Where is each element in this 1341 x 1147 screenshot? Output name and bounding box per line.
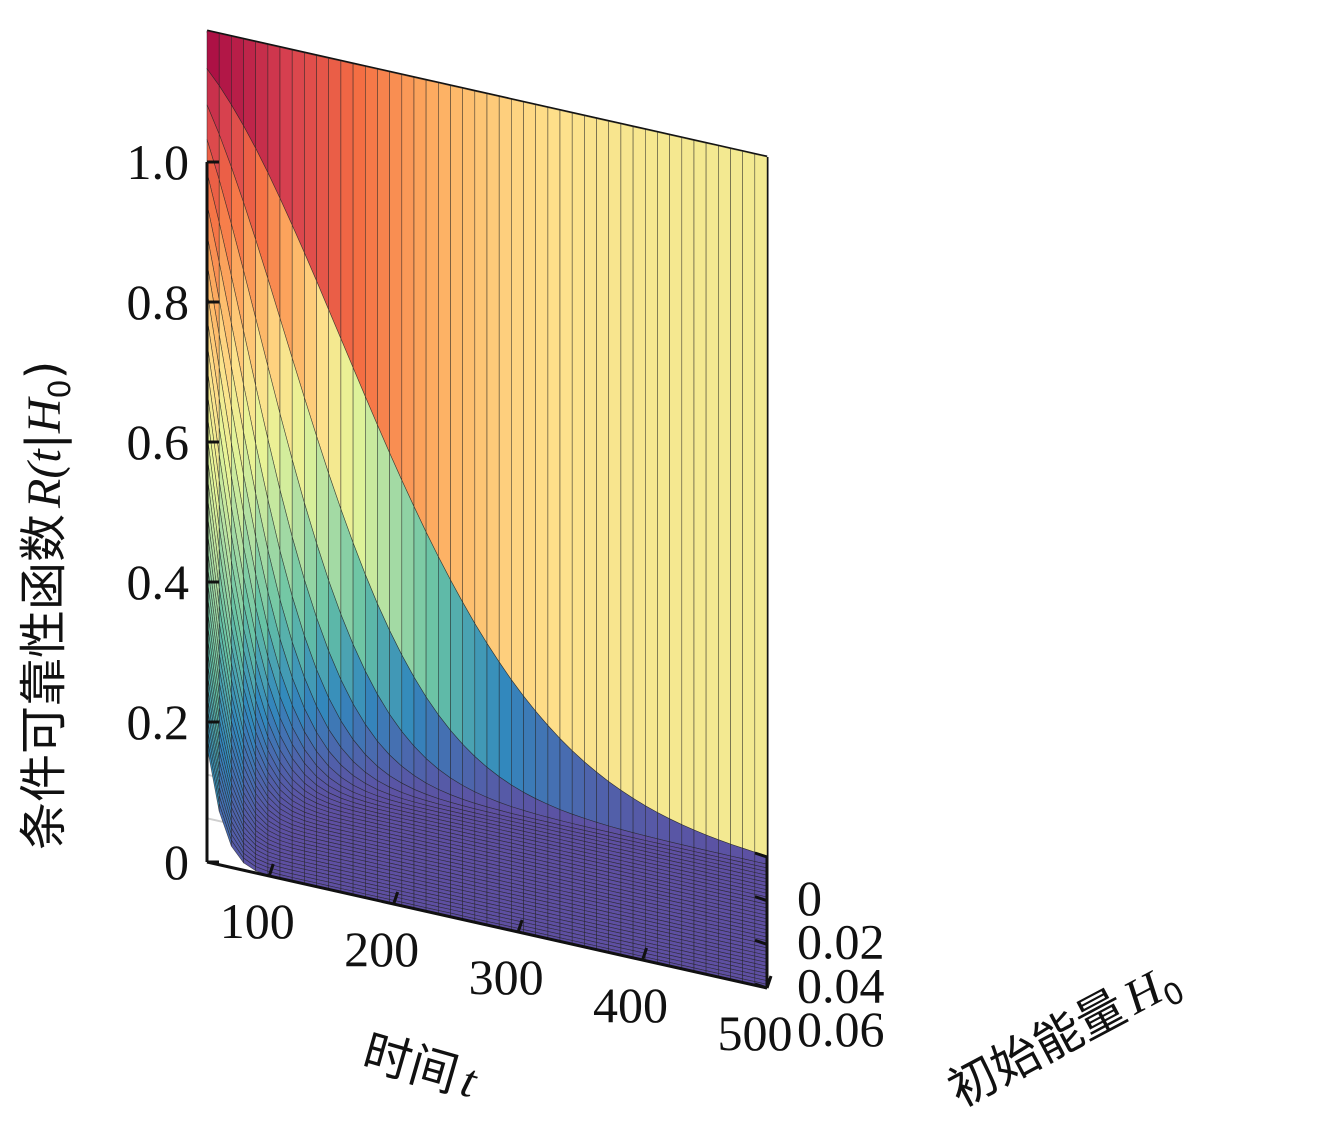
surface-patch xyxy=(535,104,549,727)
y-tick xyxy=(754,982,768,990)
surface-patch xyxy=(474,90,488,645)
surface-patch xyxy=(377,424,390,631)
y-tick-label: 0.06 xyxy=(797,1001,885,1057)
surface-patch xyxy=(377,68,390,454)
surface-patch xyxy=(352,63,366,397)
surface-patch xyxy=(596,771,610,827)
z-tick-label: 0.6 xyxy=(127,414,190,470)
surface-patch xyxy=(279,47,293,226)
surface-patch xyxy=(450,85,464,603)
surface-patch xyxy=(413,506,427,699)
x-tick xyxy=(516,919,524,933)
x-tick xyxy=(267,863,275,877)
surface-patch xyxy=(450,579,464,746)
surface-patch xyxy=(681,137,695,831)
surface-patch xyxy=(693,140,707,836)
y-tick-label: 0 xyxy=(797,870,822,926)
y-tick-label: 0.04 xyxy=(797,957,885,1013)
surface-patch xyxy=(437,556,451,732)
surface-patch xyxy=(571,750,585,819)
z-axis-label: 条件可靠性函数R(t|H0) xyxy=(16,361,78,850)
surface-patch xyxy=(364,396,378,604)
y-axis-label: 初始能量H0 xyxy=(939,951,1190,1124)
surface-patch xyxy=(510,99,524,698)
surface-patch xyxy=(584,115,597,773)
surface-patch xyxy=(364,66,378,426)
surface-patch xyxy=(486,642,500,778)
surface-patch xyxy=(316,55,330,311)
surface-patch xyxy=(608,781,622,830)
surface-patch xyxy=(717,145,731,845)
surface-patch xyxy=(462,88,476,625)
x-tick-label: 500 xyxy=(718,1005,793,1061)
x-tick-label: 400 xyxy=(593,977,668,1033)
axes xyxy=(205,162,769,990)
surface xyxy=(206,30,768,989)
x-axis-label: 时间t xyxy=(357,1024,485,1110)
surface-patch xyxy=(608,121,622,791)
surface-patch xyxy=(620,123,634,799)
surface-patch xyxy=(523,101,537,713)
z-tick-label: 0 xyxy=(164,834,189,890)
surface-patch xyxy=(523,695,537,800)
x-tick xyxy=(765,975,773,989)
surface-patch xyxy=(669,134,683,826)
y-tick xyxy=(754,851,768,859)
surface-patch xyxy=(559,737,573,815)
surface-patch xyxy=(267,44,281,199)
y-tick xyxy=(754,895,768,903)
surface-patch xyxy=(596,118,610,783)
surface-patch xyxy=(340,60,354,368)
x-tick-label: 300 xyxy=(469,949,544,1005)
z-tick-label: 0.2 xyxy=(127,694,190,750)
surface-patch xyxy=(730,148,744,849)
surface-patch xyxy=(425,79,439,557)
surface-patch xyxy=(291,49,305,253)
surface-patch xyxy=(401,480,415,678)
surface-patch xyxy=(413,77,427,533)
surface-patch xyxy=(498,661,512,786)
z-tick-label: 0.4 xyxy=(127,554,190,610)
surface-patch xyxy=(389,452,403,656)
surface-patch xyxy=(474,622,488,768)
surface-patch xyxy=(486,93,500,664)
surface-patch xyxy=(547,724,561,811)
surface-patch xyxy=(352,367,366,575)
surface-patch xyxy=(340,338,354,544)
y-tick-label: 0.02 xyxy=(797,914,885,970)
surface-patch xyxy=(510,678,524,793)
y-tick xyxy=(754,938,768,946)
x-tick xyxy=(641,947,648,961)
surface-patch xyxy=(742,151,756,853)
surface-patch xyxy=(584,761,597,823)
x-tick-label: 200 xyxy=(344,921,419,977)
surface-patch xyxy=(462,601,476,758)
x-tick-label: 100 xyxy=(220,893,295,949)
surface-patch xyxy=(571,112,585,763)
surface-patch xyxy=(632,126,646,807)
surface-patch xyxy=(547,107,561,740)
x-tick xyxy=(392,891,400,905)
surface-patch xyxy=(705,142,719,841)
surface-patch xyxy=(425,531,439,716)
surface-patch xyxy=(644,129,658,814)
surface-patch xyxy=(535,710,549,805)
x-axis-line xyxy=(206,860,768,990)
surface-patch xyxy=(304,52,317,282)
surface-patch xyxy=(657,131,670,820)
surface-patch xyxy=(754,153,768,857)
z-tick-label: 0.8 xyxy=(127,274,190,330)
surface-patch xyxy=(328,58,342,339)
surface-patch xyxy=(389,71,403,481)
surface-patch xyxy=(559,110,573,752)
surface-patch xyxy=(498,96,512,681)
z-tick-label: 1.0 xyxy=(127,134,190,190)
surface-patch xyxy=(401,74,415,507)
surface-patch xyxy=(437,82,451,581)
